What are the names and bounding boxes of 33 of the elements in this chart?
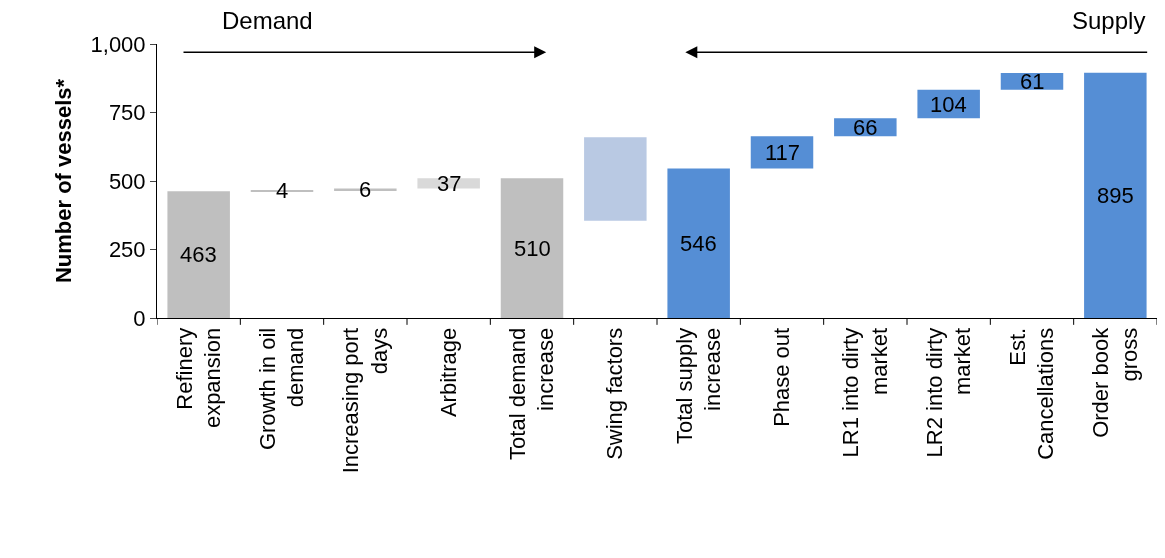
bar: [500, 178, 564, 318]
data-label: 463: [180, 242, 217, 267]
x-tick-label: Order book gross: [1088, 326, 1142, 438]
x-tick-label: Swing factors: [602, 327, 628, 460]
x-tick-label: Increasing port days: [338, 327, 392, 474]
data-label: 37: [437, 171, 462, 196]
y-axis-title: Number of vessels*: [51, 78, 77, 284]
data-label: 6: [359, 177, 372, 202]
data-label: 66: [853, 115, 878, 140]
x-tick-label: Phase out: [769, 327, 795, 427]
data-label: 104: [930, 92, 967, 117]
y-tick-label: 0: [133, 305, 146, 331]
x-tick-label: Arbitrage: [435, 327, 461, 418]
data-label: 510: [514, 236, 551, 261]
bar: [167, 191, 230, 318]
text: Demand: [222, 7, 313, 34]
y-tick-label: 500: [108, 168, 146, 194]
data-label: 546: [680, 231, 717, 256]
data-label: 895: [1097, 183, 1134, 208]
x-tick-label: Total supply increase: [671, 327, 726, 444]
bar: [584, 137, 647, 221]
bar: [1084, 72, 1147, 318]
data-label: 61: [1020, 69, 1045, 94]
x-tick-label: LR1 into dirty market: [838, 327, 892, 458]
x-tick-label: Refinery expansion: [171, 327, 226, 429]
bar: [667, 168, 730, 318]
y-tick-label: 250: [108, 237, 146, 263]
text: Supply: [1072, 7, 1146, 34]
data-label: 4: [276, 178, 289, 203]
y-tick-label: 1,000: [90, 31, 146, 57]
x-tick-label: Total demand increase: [504, 327, 559, 460]
data-label: 117: [765, 140, 801, 165]
y-tick-label: 750: [108, 100, 146, 126]
